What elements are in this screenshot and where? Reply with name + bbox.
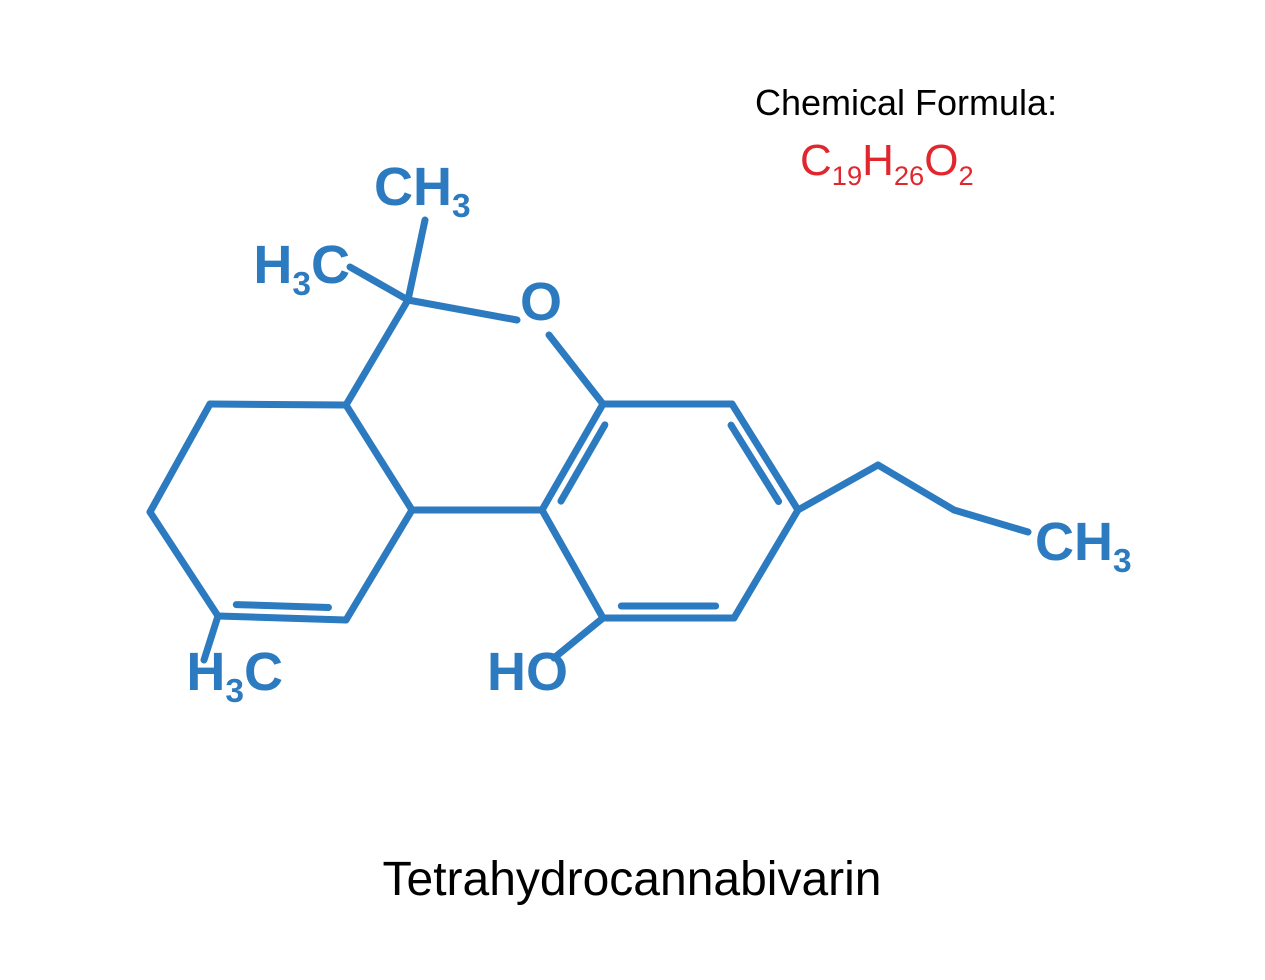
atom-o_ring: O xyxy=(520,272,562,332)
chemical-structure-diagram: CH3 H3C O H3C HO CH3 Chemical Formula: C19H26… xyxy=(0,0,1265,980)
atom-ch3_top: CH3 xyxy=(374,157,471,225)
chemical-formula: C19H26O2 xyxy=(800,136,974,191)
atom-h3c_bottom: H3C xyxy=(186,642,283,710)
atom-ch3_right: CH3 xyxy=(1035,512,1132,580)
atom-ho: HO xyxy=(487,642,568,702)
compound-name: Tetrahydrocannabivarin xyxy=(383,853,882,906)
formula-header-label: Chemical Formula: xyxy=(755,82,1057,123)
atom-h3c_left: H3C xyxy=(253,235,350,303)
atom-labels: CH3 H3C O H3C HO CH3 xyxy=(186,157,1131,710)
